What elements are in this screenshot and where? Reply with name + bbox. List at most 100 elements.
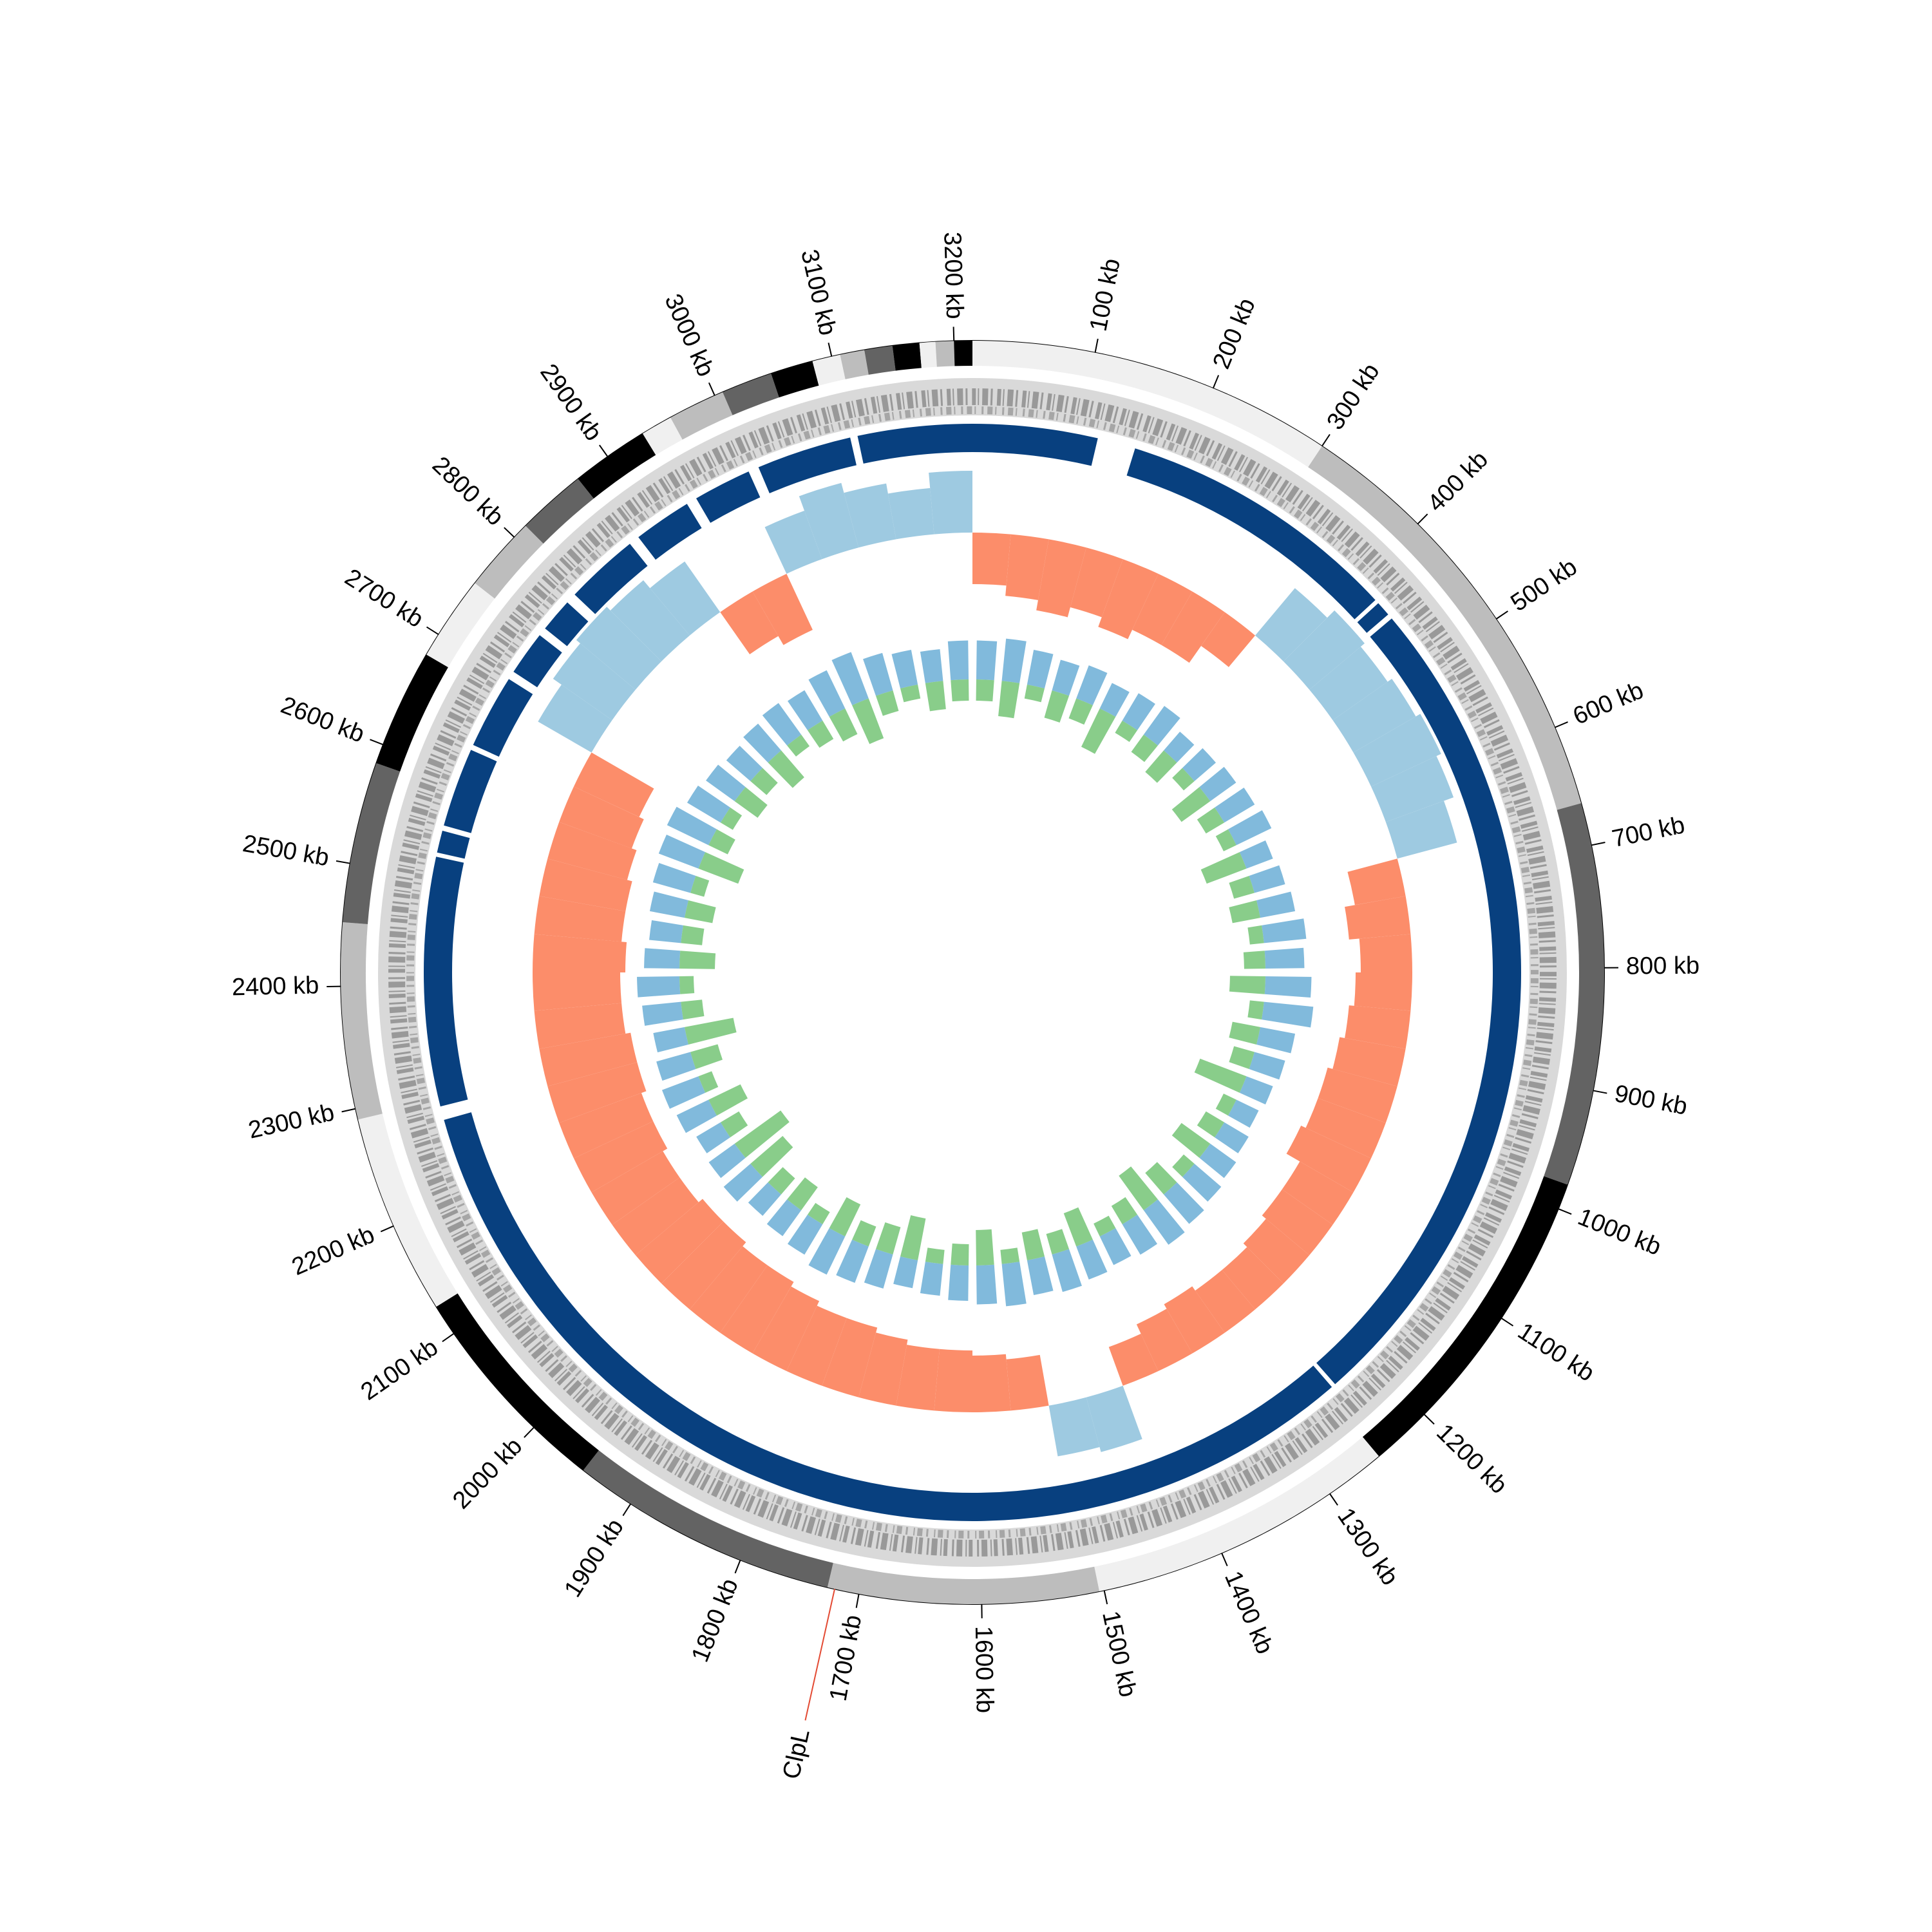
x-tick-label: 2100 kb [356,1334,443,1406]
gc-spike [1264,947,1305,969]
x-tick [1417,513,1428,525]
gc-spike [1215,829,1236,851]
block-segment [545,602,589,647]
gc-spike [1000,1247,1020,1264]
gc-spike [976,1264,998,1305]
x-tick-label: 2700 kb [340,564,428,633]
contig-segment [436,1293,599,1470]
x-tick [734,1560,741,1574]
gc-spike [1215,1094,1236,1116]
x-tick-label: 200 kb [1208,294,1260,372]
skew-bar [822,1318,878,1397]
annotation-label: ClpL [778,1727,815,1781]
gc-spike [1239,840,1273,869]
x-tick-label: 1900 kb [559,1514,629,1602]
gc-spike [1145,750,1177,783]
skew-bar [635,1198,724,1283]
contig-segment [376,654,448,772]
gc-spike [720,1111,748,1138]
gene-track [388,388,1557,1557]
gc-spike [723,1164,763,1202]
gc-spike [1099,1227,1132,1265]
contig-segment [426,583,495,668]
skew-bar [1282,1161,1354,1225]
gc-spike [1111,1197,1138,1225]
gc-spike [766,1199,802,1236]
x-tick-label: 1200 kb [1431,1419,1512,1499]
gc-spike [920,1262,943,1296]
gc-spike [925,681,946,712]
gc-spike [698,852,744,884]
x-tick [1591,842,1605,846]
skew-bar [1305,1098,1386,1159]
x-tick-label: 800 kb [1626,952,1700,980]
gc-spike [1021,1229,1045,1261]
x-tick [1593,1090,1607,1094]
gc-spike [1229,900,1261,923]
x-tick [708,382,715,396]
gc-spike [679,951,716,969]
gc-spike [1264,976,1312,998]
block-segment [473,679,533,757]
x-tick-label: 3100 kb [795,247,841,338]
gc-spike [690,1044,723,1070]
skew-bar [547,822,637,880]
gc-spike [1200,852,1247,884]
gc-spike [947,640,969,681]
skew-bar [1332,1037,1406,1086]
gc-spike [1044,690,1070,723]
gc-spike [750,1135,793,1177]
block-segment [638,504,702,560]
x-tick-label: 1400 kb [1219,1567,1278,1658]
x-tick-label: 2400 kb [232,972,319,1001]
x-tick-label: 100 kb [1085,256,1126,334]
skew-bar [539,858,632,912]
skew-bar [1286,1125,1372,1193]
gc-spike [681,999,705,1020]
skew-bar [1136,1309,1193,1372]
skew-bar [1161,591,1225,663]
gc-spike [720,807,743,830]
x-tick-label: 1800 kb [687,1575,744,1666]
skew-bar [591,1151,680,1225]
gc-spike [893,1256,918,1289]
gc-spike [1229,875,1255,899]
contig-segment [935,341,955,367]
gc-spike [1081,708,1116,754]
contig-segment [1308,446,1582,810]
gc-spike [1122,693,1155,730]
x-tick [336,860,350,864]
contig-segment [343,763,401,925]
gc-spike [925,1247,945,1264]
x-tick-label: 600 kb [1569,677,1647,730]
x-tick [341,1108,356,1113]
skew-bar [573,752,654,817]
x-tick-label: 900 kb [1613,1080,1690,1121]
gc-spike [750,768,778,795]
gc-spike [787,1177,818,1211]
contig-segment [954,341,972,366]
x-tick-label: 1300 kb [1332,1503,1403,1590]
gc-spike [1197,1111,1225,1138]
contig-segment [578,433,656,499]
skew-bar [1371,756,1454,822]
gc-spike [1099,683,1130,717]
gc-spike [1171,1122,1211,1158]
x-tick [1103,1590,1108,1605]
gc-spike [1143,1199,1185,1245]
skew-bar [612,1177,699,1256]
contig-segment [864,345,896,375]
skew-bar [887,488,934,540]
gc-spike [743,723,781,763]
gc-spike [951,1243,969,1265]
skew-bar [972,533,1011,586]
gc-spike [808,670,846,717]
gc-spike [863,652,893,696]
x-tick-label: 500 kb [1506,553,1582,617]
gc-spike [852,698,884,744]
skew-bar [1132,573,1193,645]
x-tick [1094,338,1099,353]
contig-segment [1544,803,1604,1185]
gc-spike [1076,1239,1108,1280]
x-tick [598,444,609,457]
